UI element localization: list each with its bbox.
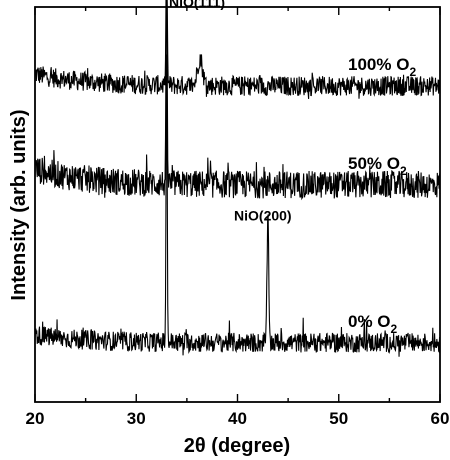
annotation-group: Si(100) sub.NiO(111)NiO(200) [169,0,292,223]
x-axis-label: 2θ (degree) [184,435,290,457]
series-label: 50% O2 [348,154,407,178]
series-label: 0% O2 [348,312,398,336]
x-tick-label: 50 [329,409,348,428]
series-label-group: 100% O2 50% O2 0% O2 [348,55,416,336]
x-tick-label: 40 [228,409,247,428]
series-label: 100% O2 [348,55,416,79]
peak-annotation: NiO(200) [234,207,292,223]
peak-annotation: NiO(111) [169,0,225,10]
y-axis-label: Intensity (arb. units) [8,109,30,300]
x-axis-tick-labels: 20 30 40 50 60 [26,409,450,428]
x-tick-label: 30 [127,409,146,428]
x-axis-ticks [34,7,441,402]
x-tick-label: 20 [26,409,45,428]
series-line [34,0,441,201]
series-line [34,0,441,99]
series-group [34,0,441,357]
x-tick-label: 60 [431,409,450,428]
series-line [34,54,441,357]
